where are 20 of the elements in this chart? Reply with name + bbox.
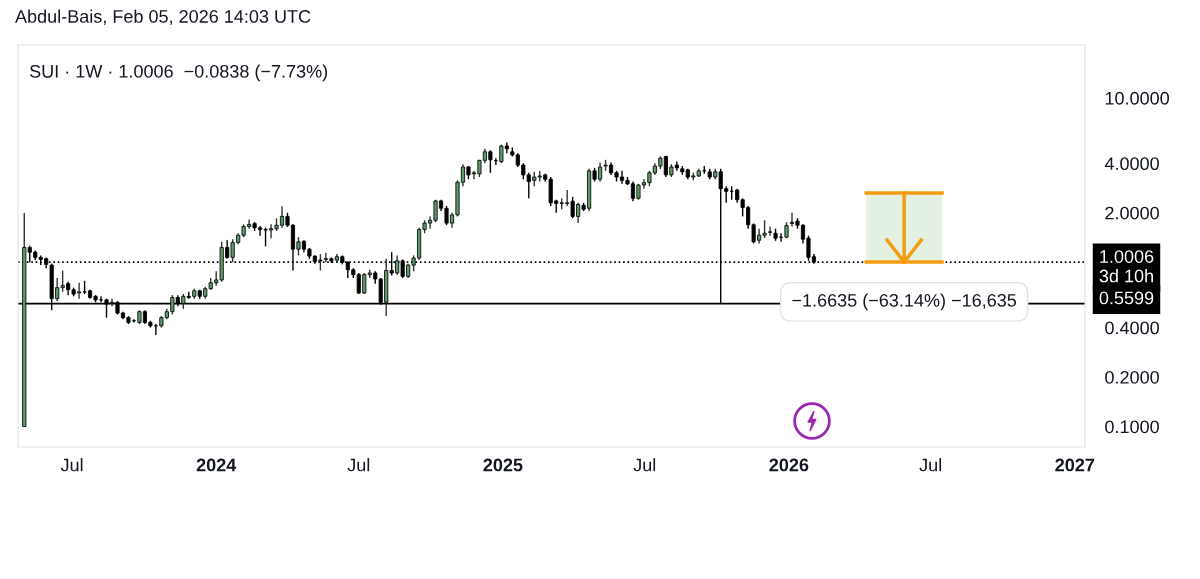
- y-tick-label: 4.0000: [1104, 157, 1159, 171]
- x-tick-label: Jul: [60, 458, 83, 472]
- x-tick-label: 2026: [769, 458, 809, 472]
- y-tick-label: 10.0000: [1105, 91, 1169, 105]
- x-tick-label: 2024: [196, 458, 237, 472]
- text: Abdul-Bais, Feb 05, 2026 14:03 UTC: [15, 9, 311, 25]
- text: SUI · 1W · 1.0006 −0.0838 (−7.73%): [29, 64, 328, 82]
- y-tick-label: 0.1000: [1105, 420, 1159, 434]
- ref-line-label: 1.0006 3d 10h: [1099, 250, 1154, 283]
- annotation: −1.6635 (−63.14%) −16,635: [792, 293, 1017, 311]
- y-tick-label: 2.0000: [1105, 206, 1159, 220]
- x-tick-label: 2025: [483, 458, 523, 472]
- ref-line-label: 0.5599: [1099, 291, 1154, 305]
- x-tick-label: Jul: [633, 458, 656, 472]
- x-tick-label: 2027: [1055, 458, 1095, 472]
- candlestick: [768, 225, 773, 237]
- x-tick-label: Jul: [347, 458, 370, 472]
- x-tick-label: Jul: [919, 458, 941, 472]
- y-tick-label: 0.4000: [1105, 321, 1159, 335]
- y-tick-label: 0.2000: [1105, 370, 1159, 384]
